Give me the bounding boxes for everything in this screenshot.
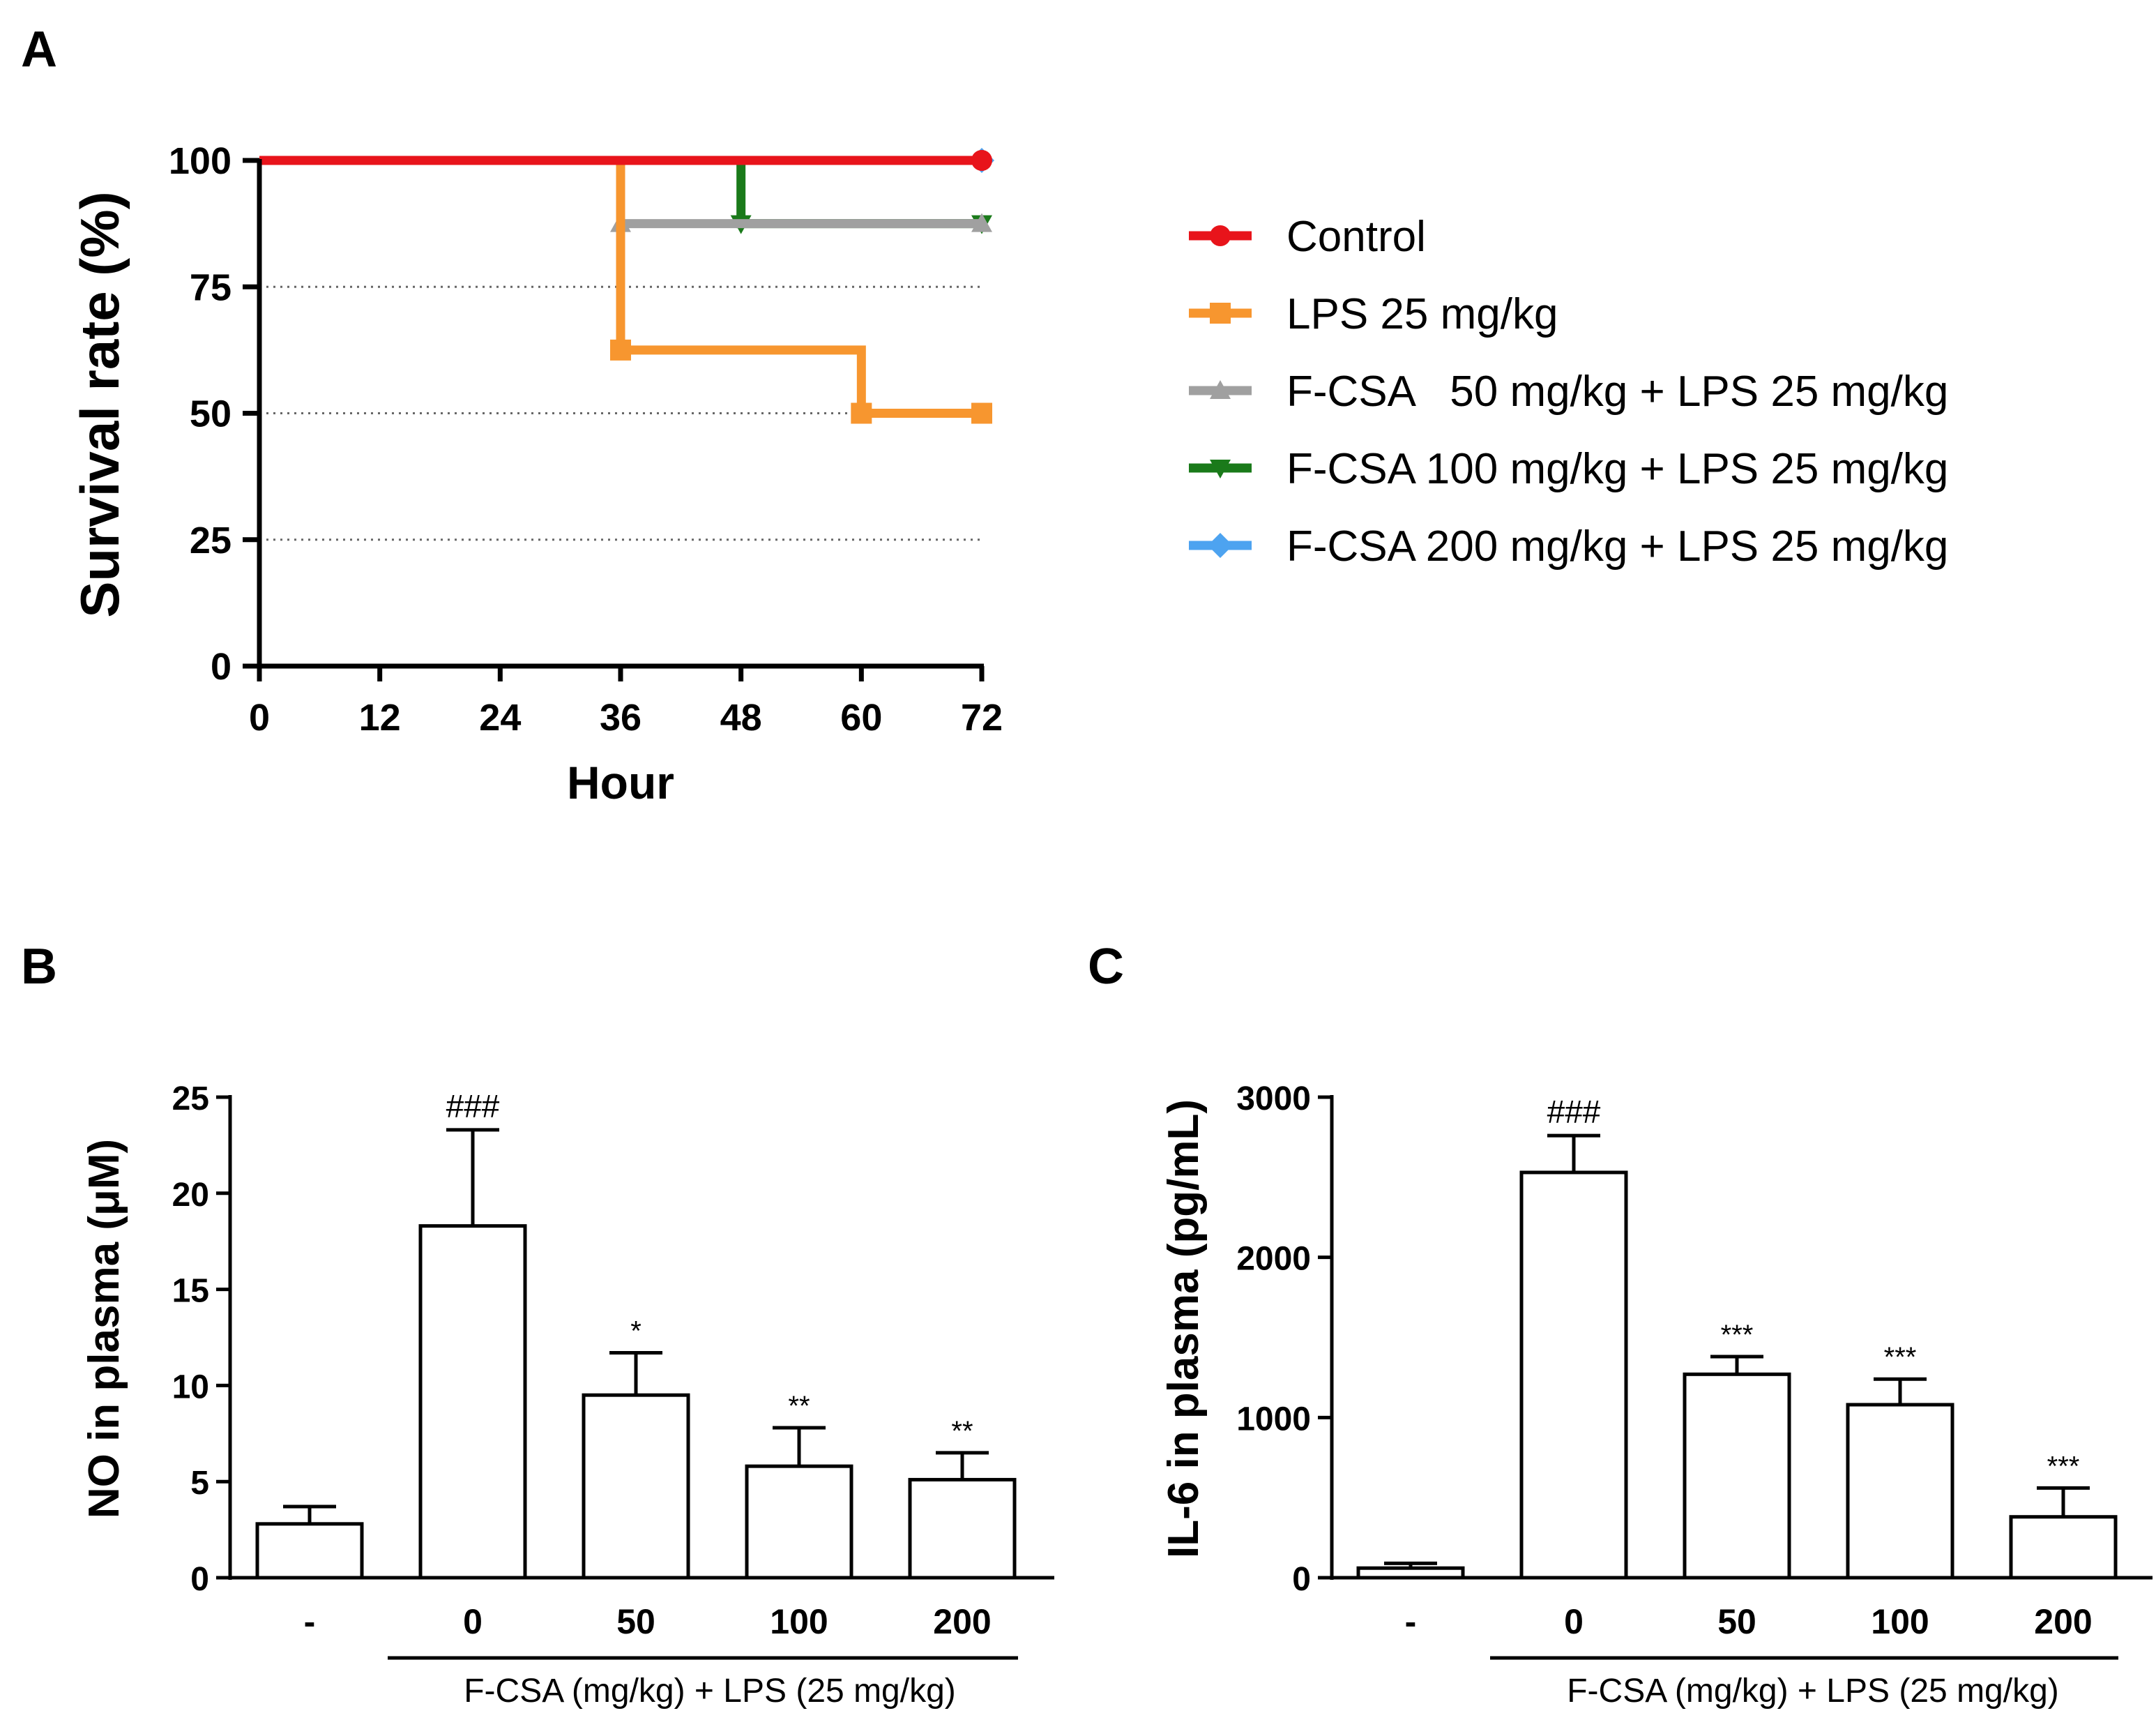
survival-x-tick-label: 24 (479, 697, 521, 739)
legend-label-series-3: F-CSA 100 mg/kg + LPS 25 mg/kg (1286, 445, 1948, 493)
il6-y-axis-title: IL-6 in plasma (pg/mL) (1160, 1099, 1208, 1558)
survival-x-tick-label: 72 (961, 697, 1003, 739)
il6-bar (1683, 1372, 1791, 1580)
survival-x-axis-title: Hour (567, 757, 674, 808)
il6-y-tick-label: 0 (1292, 1561, 1311, 1598)
survival-series (259, 148, 994, 424)
no-y-tick-label: 25 (172, 1080, 209, 1117)
no-y-axis-title: NO in plasma (μM) (80, 1139, 128, 1518)
il6-bar (1519, 1170, 1628, 1580)
no-y-tick-label: 0 (190, 1561, 209, 1598)
legend-label-series-1: LPS 25 mg/kg (1286, 290, 1558, 338)
il6-bar-chart: 0 1000 2000 3000 - 0 ### 50 *** 100 *** 200 *** (1236, 1080, 2153, 1660)
il6-category-label: - (1405, 1602, 1417, 1641)
no-category-label: 0 (463, 1602, 483, 1641)
no-significance-label: ** (788, 1391, 810, 1421)
survival-marker-series-1 (971, 402, 992, 424)
survival-gridlines (259, 285, 982, 541)
panel-letter-c: C (1088, 939, 1124, 995)
survival-x-tick-label: 48 (720, 697, 762, 739)
legend-marker-series-2 (1210, 380, 1231, 399)
survival-marker-series-2 (971, 213, 992, 232)
legend-marker-series-1 (1210, 303, 1231, 324)
no-bar (745, 1464, 853, 1580)
il6-y-tick-label: 1000 (1236, 1401, 1311, 1438)
survival-y-tick-label: 100 (169, 140, 231, 182)
survival-y-tick-label: 50 (190, 393, 231, 435)
il6-group-label: F-CSA (mg/kg) + LPS (25 mg/kg) (1567, 1673, 2059, 1710)
survival-tick-labels: 0 12 24 36 48 60 72 0 25 50 75 100 (169, 140, 1003, 739)
il6-significance-label: *** (1721, 1320, 1754, 1350)
legend-marker-series-3 (1210, 460, 1231, 478)
il6-significance-label: *** (1884, 1342, 1917, 1373)
panel-letter-b: B (21, 939, 57, 995)
no-y-tick-label: 15 (172, 1273, 209, 1310)
il6-y-tick-label: 2000 (1236, 1241, 1311, 1278)
no-bar (255, 1522, 364, 1580)
survival-y-tick-label: 0 (211, 646, 231, 688)
survival-marker-series-0 (971, 150, 992, 171)
survival-y-tick-label: 75 (190, 266, 231, 308)
no-category-label: 200 (933, 1602, 991, 1641)
no-group-label: F-CSA (mg/kg) + LPS (25 mg/kg) (464, 1673, 956, 1710)
no-y-tick-label: 20 (172, 1177, 209, 1214)
no-significance-label: ### (446, 1088, 500, 1124)
no-bar-chart: 0 5 10 15 20 25 - 0 ### 50 * 100 ** 200 ** (172, 1080, 1054, 1660)
il6-bar (2009, 1515, 2118, 1580)
il6-significance-label: *** (2047, 1451, 2080, 1481)
no-category-label: 50 (616, 1602, 655, 1641)
legend-marker-series-4 (1208, 533, 1233, 558)
no-bar (582, 1393, 690, 1580)
no-significance-label: * (630, 1316, 642, 1347)
survival-x-tick-label: 36 (600, 697, 642, 739)
no-y-tick-label: 5 (190, 1465, 209, 1502)
il6-bar (1846, 1403, 1954, 1580)
survival-x-tick-label: 12 (359, 697, 401, 739)
no-bar (418, 1224, 527, 1580)
no-significance-label: ** (951, 1416, 973, 1447)
no-y-tick-label: 10 (172, 1368, 209, 1405)
il6-category-label: 100 (1871, 1602, 1929, 1641)
legend-label-series-4: F-CSA 200 mg/kg + LPS 25 mg/kg (1286, 522, 1948, 571)
survival-x-tick-label: 60 (840, 697, 882, 739)
il6-y-tick-label: 3000 (1236, 1080, 1311, 1117)
il6-bar (1356, 1566, 1465, 1580)
no-bar (908, 1477, 1017, 1580)
survival-y-axis-title: Survival rate (%) (69, 191, 130, 617)
il6-category-label: 50 (1717, 1602, 1756, 1641)
survival-legend: Control LPS 25 mg/kg F-CSA 50 mg/kg + LPS … (1189, 213, 1948, 571)
survival-marker-series-1 (851, 402, 872, 424)
survival-marker-series-1 (610, 339, 631, 361)
survival-axes (243, 158, 985, 681)
il6-significance-label: ### (1547, 1094, 1601, 1130)
survival-x-tick-label: 0 (249, 697, 270, 739)
legend-marker-series-0 (1210, 225, 1231, 246)
il6-category-label: 0 (1564, 1602, 1584, 1641)
legend-label-series-2: F-CSA 50 mg/kg + LPS 25 mg/kg (1286, 368, 1948, 416)
legend-label-series-0: Control (1286, 213, 1426, 261)
survival-y-tick-label: 25 (190, 520, 231, 561)
no-category-label: - (304, 1602, 316, 1641)
panel-letter-a: A (21, 22, 57, 77)
il6-category-label: 200 (2034, 1602, 2092, 1641)
no-category-label: 100 (770, 1602, 828, 1641)
